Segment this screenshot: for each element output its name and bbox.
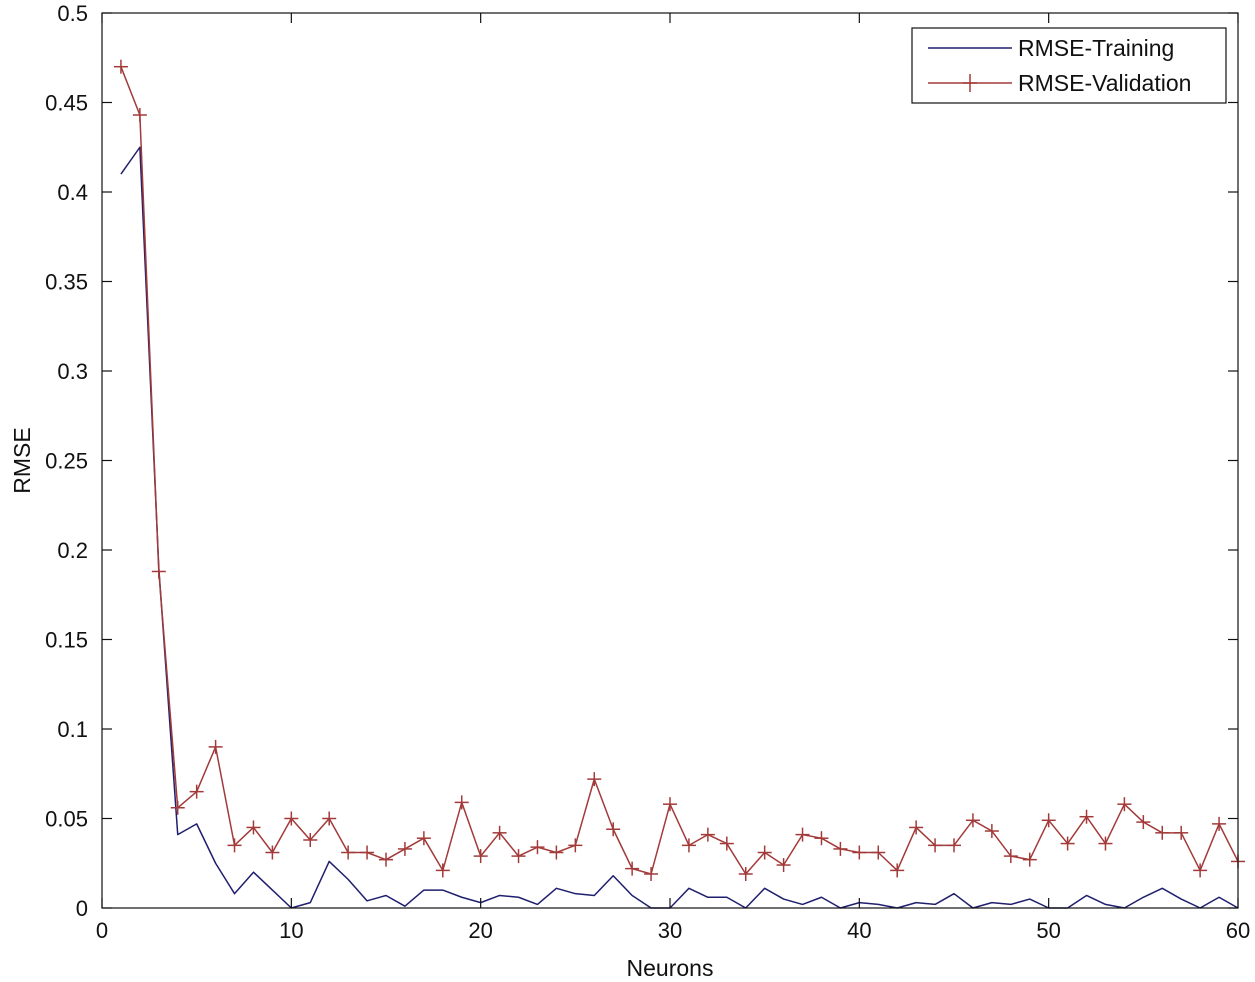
axes: [101, 12, 1239, 909]
data-point-rmse-validation: [947, 838, 961, 853]
data-point-rmse-validation: [416, 831, 431, 846]
y-tick-label: 0.35: [45, 270, 88, 295]
data-point-rmse-validation: [1212, 816, 1227, 831]
data-point-rmse-validation: [170, 800, 185, 815]
x-tick-label: 30: [658, 918, 682, 943]
data-point-rmse-validation: [890, 863, 905, 878]
data-point-rmse-validation: [568, 838, 583, 853]
x-axis-title: Neurons: [627, 955, 714, 981]
data-point-rmse-validation: [719, 836, 734, 851]
data-point-rmse-validation: [909, 820, 924, 835]
data-point-rmse-validation: [284, 811, 299, 826]
data-point-rmse-validation: [189, 784, 204, 799]
data-point-rmse-validation: [1022, 852, 1037, 867]
data-point-rmse-validation: [795, 827, 810, 842]
series-line-rmse-validation: [120, 66, 1239, 875]
y-tick-label: 0.45: [45, 91, 88, 116]
x-tick-label: 50: [1036, 918, 1060, 943]
y-tick-label: 0.5: [57, 1, 88, 26]
y-tick-label: 0.1: [57, 717, 88, 742]
data-point-rmse-validation: [871, 845, 886, 860]
data-point-rmse-validation: [928, 838, 943, 853]
data-point-rmse-validation: [246, 820, 261, 835]
data-point-rmse-validation: [530, 840, 545, 855]
data-point-rmse-validation: [265, 845, 280, 860]
data-point-rmse-validation: [1060, 836, 1075, 851]
legend-marker-validation: [963, 74, 977, 92]
data-point-rmse-validation: [435, 863, 450, 878]
data-point-rmse-validation: [1136, 815, 1151, 830]
data-point-rmse-validation: [644, 866, 659, 881]
data-point-rmse-validation: [606, 822, 621, 837]
y-tick-label: 0.3: [57, 359, 88, 384]
data-point-rmse-validation: [965, 813, 980, 828]
data-point-rmse-validation: [984, 824, 999, 839]
data-point-rmse-validation: [454, 795, 469, 810]
x-tick-label: 60: [1226, 918, 1250, 943]
data-point-rmse-validation: [1079, 809, 1094, 824]
y-tick-label: 0.25: [45, 449, 88, 474]
legend-label-validation: RMSE-Validation: [1018, 70, 1191, 96]
plot-background: [102, 13, 1238, 908]
data-point-rmse-validation: [1193, 863, 1208, 878]
data-point-rmse-validation: [303, 832, 318, 847]
legend-box: [911, 27, 1227, 104]
data-point-rmse-validation: [1041, 813, 1056, 828]
data-point-rmse-validation: [1155, 825, 1170, 840]
data-point-rmse-validation: [492, 825, 507, 840]
data-point-rmse-validation: [379, 852, 393, 867]
data-point-rmse-validation: [341, 845, 356, 860]
legend: RMSE-Training RMSE-Validation: [911, 27, 1227, 104]
data-point-rmse-validation: [511, 849, 526, 864]
data-point-rmse-validation: [360, 845, 375, 860]
data-point-rmse-validation: [1117, 797, 1132, 812]
data-point-rmse-validation: [833, 841, 848, 856]
y-tick-label: 0.15: [45, 628, 88, 653]
data-point-rmse-validation: [852, 845, 867, 860]
data-point-rmse-validation: [227, 838, 242, 853]
data-point-rmse-validation: [151, 564, 166, 579]
data-point-rmse-validation: [208, 739, 223, 754]
data-point-rmse-validation: [132, 108, 147, 123]
data-point-rmse-validation: [1098, 836, 1113, 851]
x-tick-label: 40: [847, 918, 871, 943]
data-point-rmse-validation: [814, 831, 829, 846]
data-point-rmse-validation: [757, 845, 772, 860]
data-point-rmse-validation: [776, 858, 791, 873]
x-tick-label: 20: [468, 918, 492, 943]
y-tick-label: 0.2: [57, 538, 88, 563]
data-point-rmse-validation: [397, 841, 412, 856]
data-point-rmse-validation: [1003, 849, 1018, 864]
y-tick-label: 0.4: [57, 180, 88, 205]
data-point-rmse-validation: [738, 866, 753, 881]
y-tick-label: 0: [76, 896, 88, 921]
y-tick-label: 0.05: [45, 807, 88, 832]
tick-labels: 0 10 20 30 40 50 60 0 0.05 0.1 0.15 0.2 0.25 0.3 0.35 0…: [45, 1, 1250, 943]
data-point-rmse-validation: [663, 797, 677, 812]
data-point-rmse-validation: [473, 849, 488, 864]
data-point-rmse-validation: [681, 838, 696, 853]
data-point-rmse-validation: [625, 861, 640, 876]
data-point-rmse-validation: [700, 827, 715, 842]
x-tick-label: 0: [96, 918, 108, 943]
plot-area: [102, 13, 1238, 908]
data-point-rmse-validation: [113, 59, 128, 74]
data-point-rmse-validation: [587, 772, 602, 787]
data-point-rmse-validation: [1174, 825, 1189, 840]
x-tick-label: 10: [279, 918, 303, 943]
data-point-rmse-validation: [549, 845, 564, 860]
legend-label-training: RMSE-Training: [1018, 35, 1174, 61]
y-axis-title: RMSE: [9, 427, 35, 493]
data-point-rmse-validation: [322, 811, 337, 826]
